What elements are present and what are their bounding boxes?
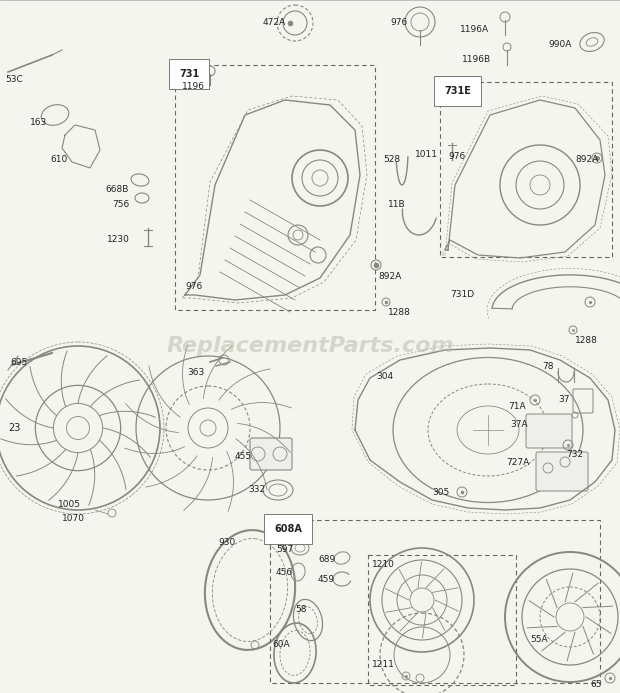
Text: 668B: 668B <box>105 185 128 194</box>
Text: 695: 695 <box>10 358 27 367</box>
Text: 976: 976 <box>390 18 407 27</box>
Text: 892A: 892A <box>575 155 598 164</box>
Text: 1196A: 1196A <box>460 25 489 34</box>
Text: 58: 58 <box>295 605 306 614</box>
Text: 455: 455 <box>235 452 252 461</box>
FancyBboxPatch shape <box>526 414 572 448</box>
Text: 892A: 892A <box>378 272 401 281</box>
Text: 305: 305 <box>432 488 450 497</box>
Text: 53C: 53C <box>5 75 23 84</box>
Text: 732: 732 <box>566 450 583 459</box>
Text: ReplacementParts.com: ReplacementParts.com <box>166 337 454 356</box>
Text: 610: 610 <box>50 155 67 164</box>
Text: 1005: 1005 <box>58 500 81 509</box>
Text: 163: 163 <box>30 118 47 127</box>
Text: 71A: 71A <box>508 402 526 411</box>
FancyBboxPatch shape <box>250 438 292 470</box>
FancyBboxPatch shape <box>536 452 588 491</box>
Text: 731D: 731D <box>450 290 474 299</box>
Text: 363: 363 <box>187 368 204 377</box>
Text: 528: 528 <box>383 155 400 164</box>
Text: 1011: 1011 <box>415 150 438 159</box>
Text: 456: 456 <box>276 568 293 577</box>
Text: 930: 930 <box>218 538 235 547</box>
Text: 727A: 727A <box>506 458 529 467</box>
Text: 11B: 11B <box>388 200 405 209</box>
Text: 65: 65 <box>590 680 601 689</box>
Text: 472A: 472A <box>263 18 286 27</box>
Text: 1070: 1070 <box>62 514 85 523</box>
Text: 608A: 608A <box>274 524 302 534</box>
Text: 1196B: 1196B <box>462 55 491 64</box>
Text: 332: 332 <box>248 485 265 494</box>
Text: 55A: 55A <box>530 635 547 644</box>
Text: 731E: 731E <box>444 86 471 96</box>
Text: 1210: 1210 <box>372 560 395 569</box>
Text: 597: 597 <box>276 545 293 554</box>
Text: 990A: 990A <box>548 40 572 49</box>
Text: 304: 304 <box>376 372 393 381</box>
Text: 60A: 60A <box>272 640 290 649</box>
Text: 23: 23 <box>8 423 20 433</box>
Text: 78: 78 <box>542 362 554 371</box>
Text: 1196: 1196 <box>182 82 205 91</box>
Text: 731: 731 <box>179 69 199 79</box>
Text: 1288: 1288 <box>388 308 411 317</box>
Text: 37: 37 <box>558 395 570 404</box>
Text: 1230: 1230 <box>107 235 130 244</box>
Text: 976: 976 <box>448 152 465 161</box>
Text: 689: 689 <box>318 555 335 564</box>
Text: 756: 756 <box>112 200 129 209</box>
Text: 976: 976 <box>185 282 202 291</box>
Text: 459: 459 <box>318 575 335 584</box>
Text: 1288: 1288 <box>575 336 598 345</box>
Text: 1211: 1211 <box>372 660 395 669</box>
Text: 37A: 37A <box>510 420 528 429</box>
